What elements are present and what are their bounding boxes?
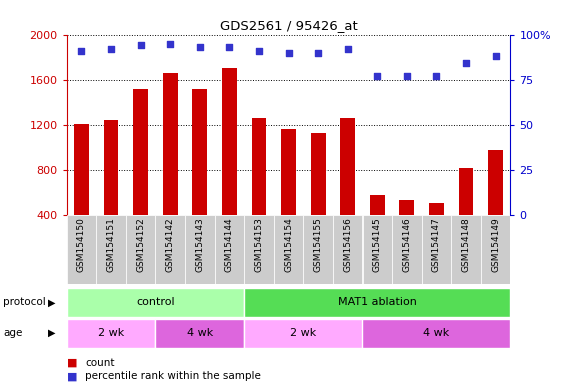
Text: GSM154146: GSM154146: [403, 217, 411, 272]
Text: percentile rank within the sample: percentile rank within the sample: [85, 371, 261, 381]
Point: [462, 60, 471, 66]
Bar: [274, 215, 303, 284]
Text: GSM154142: GSM154142: [166, 217, 175, 272]
Text: 2 wk: 2 wk: [98, 328, 124, 338]
Bar: [244, 319, 362, 348]
Text: age: age: [3, 328, 22, 338]
Bar: [362, 215, 392, 284]
Point: [372, 73, 382, 79]
Bar: [96, 215, 126, 284]
Bar: [362, 319, 510, 348]
Bar: [67, 215, 96, 284]
Bar: [429, 203, 444, 215]
Text: control: control: [136, 297, 175, 308]
Text: GSM154149: GSM154149: [491, 217, 500, 272]
Text: GSM154153: GSM154153: [255, 217, 263, 272]
Text: GSM154147: GSM154147: [432, 217, 441, 272]
Text: GSM154151: GSM154151: [107, 217, 115, 272]
Bar: [67, 319, 155, 348]
Bar: [392, 215, 422, 284]
Bar: [340, 118, 355, 215]
Bar: [370, 195, 385, 215]
Text: 4 wk: 4 wk: [187, 328, 213, 338]
Bar: [126, 215, 155, 284]
Bar: [333, 215, 362, 284]
Text: ▶: ▶: [49, 328, 56, 338]
Bar: [155, 319, 244, 348]
Bar: [400, 200, 414, 215]
Bar: [133, 89, 148, 215]
Point: [491, 53, 500, 59]
Text: GSM154152: GSM154152: [136, 217, 145, 272]
Bar: [488, 150, 503, 215]
Point: [166, 41, 175, 47]
Bar: [185, 215, 215, 284]
Bar: [222, 68, 237, 215]
Point: [195, 44, 204, 50]
Point: [343, 46, 352, 52]
Text: MAT1 ablation: MAT1 ablation: [338, 297, 416, 308]
Text: GSM154148: GSM154148: [462, 217, 470, 272]
Text: 4 wk: 4 wk: [423, 328, 450, 338]
Point: [403, 73, 412, 79]
Text: ■: ■: [67, 358, 81, 368]
Bar: [422, 215, 451, 284]
Bar: [104, 120, 118, 215]
Bar: [244, 215, 274, 284]
Text: GSM154143: GSM154143: [195, 217, 204, 272]
Text: GSM154150: GSM154150: [77, 217, 86, 272]
Point: [77, 48, 86, 54]
Bar: [481, 215, 510, 284]
Point: [255, 48, 264, 54]
Text: GSM154156: GSM154156: [343, 217, 352, 272]
Text: ■: ■: [67, 371, 81, 381]
Bar: [281, 129, 296, 215]
Text: GSM154154: GSM154154: [284, 217, 293, 272]
Point: [136, 42, 145, 48]
Bar: [451, 215, 481, 284]
Point: [284, 50, 293, 56]
Bar: [311, 133, 325, 215]
Bar: [74, 124, 89, 215]
Text: count: count: [85, 358, 115, 368]
Text: GSM154145: GSM154145: [373, 217, 382, 272]
Text: GSM154155: GSM154155: [314, 217, 322, 272]
Title: GDS2561 / 95426_at: GDS2561 / 95426_at: [220, 19, 357, 32]
Bar: [303, 215, 333, 284]
Point: [107, 46, 116, 52]
Point: [313, 50, 322, 56]
Bar: [459, 168, 473, 215]
Text: GSM154144: GSM154144: [225, 217, 234, 272]
Text: protocol: protocol: [3, 297, 46, 308]
Bar: [163, 73, 177, 215]
Point: [432, 73, 441, 79]
Bar: [155, 215, 185, 284]
Text: 2 wk: 2 wk: [290, 328, 317, 338]
Bar: [215, 215, 244, 284]
Point: [224, 44, 234, 50]
Bar: [193, 89, 207, 215]
Bar: [244, 288, 510, 317]
Bar: [67, 288, 244, 317]
Text: ▶: ▶: [49, 297, 56, 308]
Bar: [252, 118, 266, 215]
